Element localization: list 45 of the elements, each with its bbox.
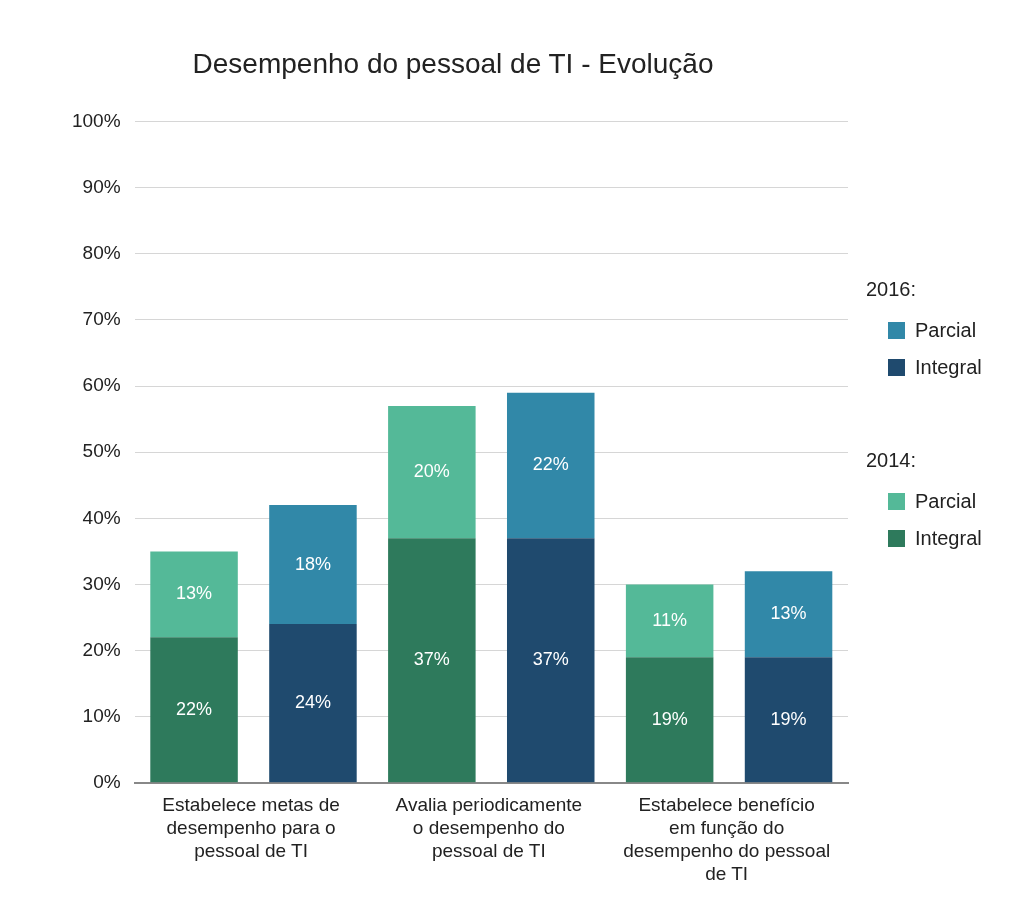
data-label: 22% <box>176 698 213 719</box>
y-tick-label: 80% <box>82 242 121 264</box>
bar <box>269 505 357 625</box>
data-label: 13% <box>176 583 213 604</box>
y-tick-label: 90% <box>82 175 121 197</box>
legend-label: Integral <box>915 356 982 379</box>
data-label: 24% <box>294 692 331 713</box>
legend-label: Parcial <box>915 490 977 513</box>
x-tick-label: Avalia periodicamente o desempenho do pessoal de TI <box>395 794 583 862</box>
y-tick-label: 0% <box>93 771 121 793</box>
y-tick-label: 20% <box>82 638 121 660</box>
data-label: 22% <box>532 454 569 475</box>
chart-title: Desempenho do pessoal de TI - Evolução <box>192 47 714 79</box>
data-label: 13% <box>770 603 807 624</box>
y-tick-label: 60% <box>82 374 121 396</box>
text: 2014: <box>866 449 918 472</box>
data-label: 20% <box>413 461 450 481</box>
bar <box>506 538 595 783</box>
bar <box>150 551 238 638</box>
data-label: 37% <box>532 649 569 670</box>
bar <box>269 624 357 783</box>
y-tick-label: 100% <box>71 109 121 131</box>
bar <box>388 538 476 783</box>
y-tick-label: 10% <box>82 704 121 726</box>
y-tick-label: 70% <box>82 308 121 330</box>
legend-label: Integral <box>915 527 982 550</box>
bar <box>506 392 595 539</box>
x-tick-label: Estabelece benefício em função do desempenho do pessoal de TI <box>623 794 831 884</box>
data-label: 37% <box>413 649 450 670</box>
data-label: 19% <box>770 708 807 729</box>
bar <box>744 657 833 783</box>
bar <box>388 405 476 539</box>
data-label: 18% <box>294 553 331 574</box>
data-label: 11% <box>652 609 687 630</box>
bar <box>625 584 714 658</box>
x-tick-label: Estabelece metas de desempenho para o pessoal de TI <box>162 794 340 862</box>
data-label: 19% <box>651 708 688 729</box>
y-tick-label: 30% <box>82 572 121 594</box>
legend-label: Parcial <box>915 319 977 342</box>
text: 2016: <box>866 278 918 301</box>
y-tick-label: 50% <box>82 440 121 462</box>
bar <box>150 637 238 783</box>
y-tick-label: 40% <box>82 506 121 528</box>
bar <box>744 571 833 658</box>
bar <box>625 657 714 783</box>
